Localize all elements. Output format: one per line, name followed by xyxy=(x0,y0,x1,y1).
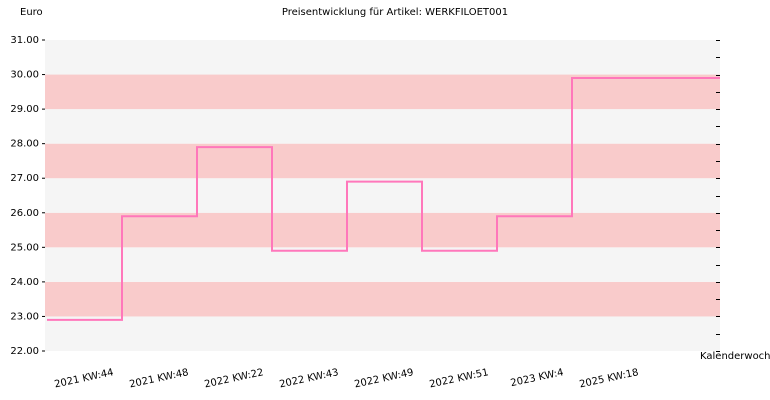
y-tick-label: 23.00 xyxy=(10,311,39,322)
y-tick-label: 27.00 xyxy=(10,173,39,184)
y-axis-label: Euro xyxy=(20,7,43,18)
x-tick-label: 2022 KW:49 xyxy=(353,367,414,390)
y-tick-label: 31.00 xyxy=(10,35,39,46)
plot-band xyxy=(45,178,720,213)
x-axis-labels: 2021 KW:44 2021 KW:48 2022 KW:22 2022 KW:43… xyxy=(53,367,639,390)
plot-band xyxy=(45,40,720,75)
y-tick-label: 28.00 xyxy=(10,139,39,150)
plot-band xyxy=(45,143,720,179)
plot-band xyxy=(45,316,720,351)
y-tick-label: 25.00 xyxy=(10,242,39,253)
x-tick-label: 2022 KW:43 xyxy=(278,367,339,390)
y-tick-label: 24.00 xyxy=(10,277,39,288)
y-tick-label: 26.00 xyxy=(10,208,39,219)
plot-band xyxy=(45,281,720,317)
x-tick-label: 2025 KW:18 xyxy=(578,367,639,390)
y-tick-label: 22.00 xyxy=(10,346,39,357)
plot-band xyxy=(45,247,720,282)
plot-band xyxy=(45,74,720,110)
plot-band xyxy=(45,109,720,144)
x-tick-label: 2021 KW:48 xyxy=(128,367,189,390)
right-minor-ticks xyxy=(716,40,720,352)
x-tick-label: 2022 KW:22 xyxy=(203,367,264,390)
series-group xyxy=(47,77,720,321)
plot-background-bands xyxy=(45,40,720,351)
x-axis-label: Kalenderwoche xyxy=(700,351,770,362)
y-tick-label: 29.00 xyxy=(10,104,39,115)
chart-title: Preisentwicklung für Artikel: WERKFILOET… xyxy=(282,7,508,18)
x-tick-label: 2021 KW:44 xyxy=(53,367,114,390)
x-tick-label: 2023 KW:4 xyxy=(510,367,565,389)
x-tick-label: 2022 KW:51 xyxy=(428,367,489,390)
y-axis-ticks: 22.00 23.00 24.00 25.00 26.00 27.00 28.00 29.00… xyxy=(10,35,45,357)
y-tick-label: 30.00 xyxy=(10,70,39,81)
plot-band xyxy=(45,212,720,248)
price-step-line xyxy=(47,77,720,321)
